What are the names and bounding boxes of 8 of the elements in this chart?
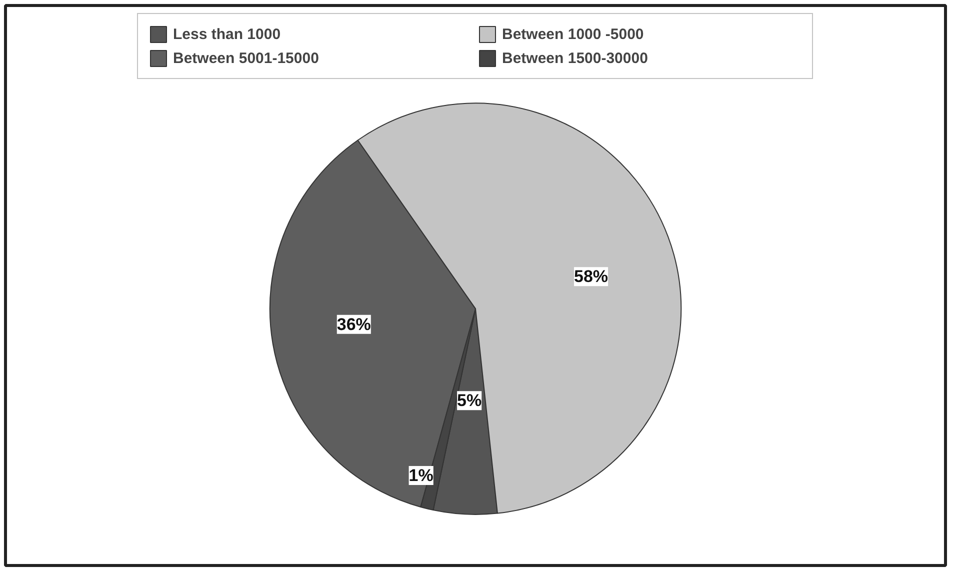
data-label: 5%	[457, 391, 482, 410]
legend-label: Between 1000 -5000	[502, 26, 645, 42]
legend-label: Between 1500-30000	[502, 50, 649, 66]
data-label: 58%	[574, 267, 608, 286]
legend-label: Less than 1000	[173, 26, 282, 42]
legend-label: Between 5001-15000	[173, 50, 320, 66]
data-label: 1%	[408, 466, 434, 485]
data-label: 36%	[336, 314, 371, 334]
